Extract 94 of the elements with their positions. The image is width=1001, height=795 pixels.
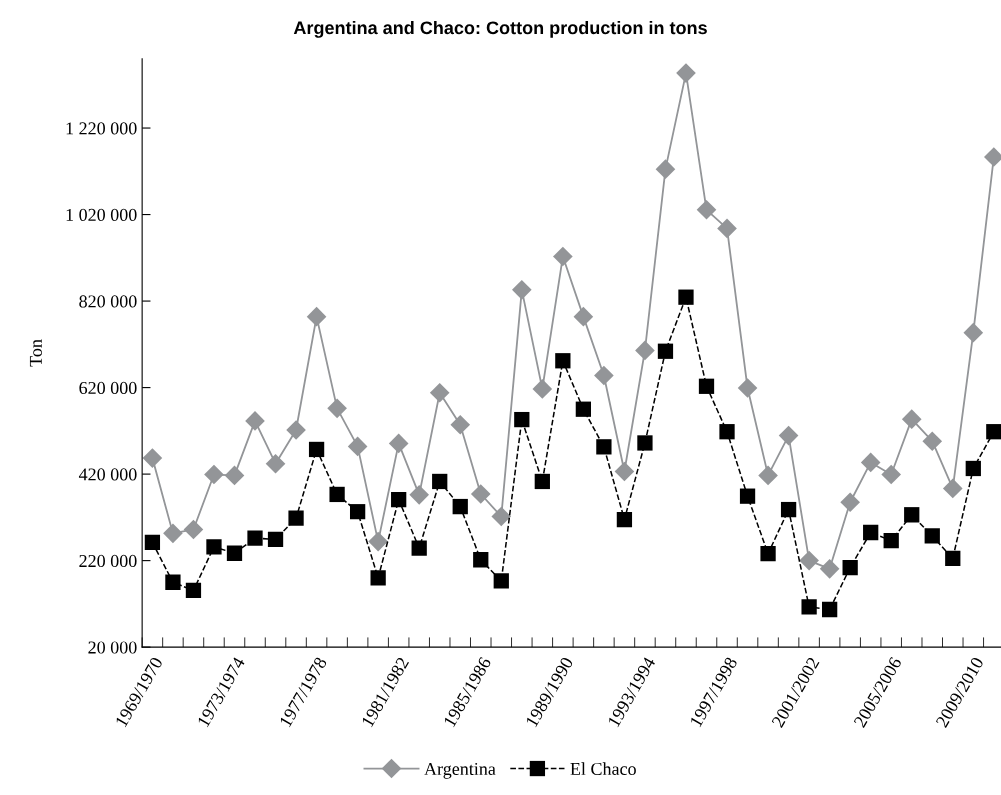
point xyxy=(635,340,655,361)
point xyxy=(822,601,838,618)
point xyxy=(452,498,468,515)
point xyxy=(717,218,737,239)
point xyxy=(306,306,327,327)
point xyxy=(965,460,981,477)
point xyxy=(432,473,448,490)
point xyxy=(924,528,940,544)
point xyxy=(860,452,881,473)
point xyxy=(288,510,304,526)
point xyxy=(657,343,674,359)
point xyxy=(534,473,550,490)
point xyxy=(183,519,204,540)
point xyxy=(532,379,553,399)
y-tick-label: 1 020 000 xyxy=(66,208,137,221)
y-tick-label: 620 000 xyxy=(79,381,137,395)
chart-title: Argentina and Chaco: Cotton production in tons xyxy=(293,20,707,38)
point xyxy=(553,246,573,267)
point xyxy=(614,461,635,482)
point xyxy=(514,411,530,428)
point xyxy=(881,464,902,485)
point xyxy=(226,545,243,561)
legend-label: Argentina xyxy=(424,762,496,779)
point xyxy=(368,531,388,552)
point xyxy=(655,159,676,179)
point xyxy=(922,431,943,452)
point xyxy=(901,409,922,429)
legend-label: El Chaco xyxy=(570,762,636,776)
point xyxy=(267,531,284,548)
point xyxy=(819,559,840,579)
point xyxy=(165,574,181,590)
point xyxy=(945,550,961,567)
point xyxy=(329,486,345,503)
point xyxy=(206,539,222,555)
point xyxy=(411,540,427,556)
point xyxy=(142,448,163,468)
y-tick-label: 20 000 xyxy=(88,641,137,654)
point xyxy=(883,533,899,549)
point xyxy=(780,501,797,518)
point xyxy=(286,420,306,440)
point xyxy=(573,306,594,327)
point xyxy=(986,424,1001,440)
point xyxy=(204,464,224,485)
point xyxy=(575,401,592,417)
point xyxy=(349,504,366,520)
point xyxy=(144,534,161,551)
point xyxy=(470,484,491,504)
point xyxy=(450,414,471,435)
point xyxy=(491,506,512,527)
point xyxy=(696,199,717,220)
point xyxy=(163,523,183,544)
point xyxy=(265,453,286,474)
point xyxy=(473,552,489,568)
y-tick-label: 220 000 xyxy=(79,554,137,568)
point xyxy=(429,382,450,403)
point xyxy=(511,280,532,300)
point xyxy=(327,398,347,419)
point xyxy=(719,424,735,440)
point xyxy=(963,322,984,343)
point xyxy=(801,599,817,615)
point xyxy=(594,365,614,386)
point xyxy=(676,63,696,83)
point xyxy=(409,485,430,505)
point xyxy=(596,439,612,455)
point xyxy=(370,570,386,586)
point xyxy=(778,425,799,446)
point xyxy=(758,465,778,486)
point xyxy=(760,546,776,562)
point xyxy=(863,524,879,541)
point xyxy=(799,550,819,571)
y-tick-label: 1 220 000 xyxy=(66,122,137,135)
point xyxy=(245,411,265,431)
point xyxy=(185,582,202,599)
point xyxy=(388,433,409,454)
point xyxy=(942,478,963,499)
point xyxy=(347,436,368,457)
point xyxy=(840,492,860,513)
point xyxy=(637,435,653,451)
point xyxy=(616,511,633,528)
point xyxy=(224,465,245,486)
point xyxy=(698,378,715,394)
point xyxy=(842,559,858,576)
point xyxy=(555,353,571,369)
y-tick-label: 820 000 xyxy=(79,295,137,308)
point xyxy=(739,488,756,504)
y-axis-title: Ton xyxy=(29,339,42,367)
point xyxy=(493,573,509,589)
point xyxy=(247,530,263,546)
point xyxy=(678,289,694,305)
point xyxy=(308,441,325,458)
point xyxy=(904,507,920,523)
y-tick-label: 420 000 xyxy=(78,468,137,481)
point xyxy=(391,491,407,508)
point xyxy=(737,378,758,398)
